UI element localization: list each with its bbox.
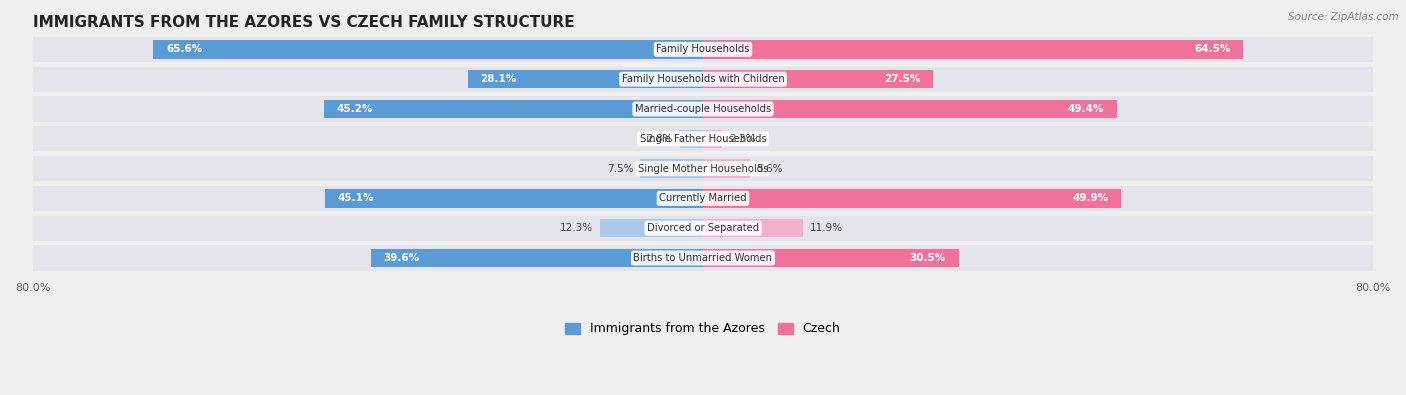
Text: Source: ZipAtlas.com: Source: ZipAtlas.com [1288, 12, 1399, 22]
Bar [703, 249, 959, 267]
Text: 49.9%: 49.9% [1073, 194, 1108, 203]
Text: 64.5%: 64.5% [1195, 44, 1230, 55]
Bar [325, 189, 703, 208]
Bar [703, 219, 803, 237]
Bar [640, 159, 703, 178]
Bar [703, 159, 749, 178]
Text: Single Father Households: Single Father Households [640, 134, 766, 144]
Text: 45.1%: 45.1% [337, 194, 374, 203]
Bar [703, 100, 1116, 118]
Bar [600, 219, 703, 237]
Bar [32, 96, 1374, 122]
Text: 2.3%: 2.3% [728, 134, 755, 144]
Bar [32, 37, 1374, 62]
Text: 5.6%: 5.6% [756, 164, 783, 173]
Bar [32, 66, 1374, 92]
Bar [32, 126, 1374, 151]
Text: 45.2%: 45.2% [337, 104, 373, 114]
Bar [679, 130, 703, 148]
Bar [32, 216, 1374, 241]
Bar [153, 40, 703, 58]
Bar [468, 70, 703, 88]
Text: 12.3%: 12.3% [560, 223, 593, 233]
Text: IMMIGRANTS FROM THE AZORES VS CZECH FAMILY STRUCTURE: IMMIGRANTS FROM THE AZORES VS CZECH FAMI… [32, 15, 574, 30]
Text: Family Households with Children: Family Households with Children [621, 74, 785, 84]
Text: 65.6%: 65.6% [166, 44, 202, 55]
Text: 11.9%: 11.9% [810, 223, 842, 233]
Text: 30.5%: 30.5% [910, 253, 946, 263]
Bar [703, 130, 723, 148]
Text: 27.5%: 27.5% [884, 74, 921, 84]
Text: Single Mother Households: Single Mother Households [638, 164, 768, 173]
Bar [703, 189, 1121, 208]
Text: Family Households: Family Households [657, 44, 749, 55]
Bar [371, 249, 703, 267]
Text: 2.8%: 2.8% [647, 134, 673, 144]
Bar [703, 40, 1243, 58]
Bar [325, 100, 703, 118]
Text: Currently Married: Currently Married [659, 194, 747, 203]
Legend: Immigrants from the Azores, Czech: Immigrants from the Azores, Czech [561, 318, 845, 340]
Bar [32, 186, 1374, 211]
Text: 7.5%: 7.5% [607, 164, 634, 173]
Text: 28.1%: 28.1% [479, 74, 516, 84]
Bar [32, 245, 1374, 271]
Bar [32, 156, 1374, 181]
Text: 39.6%: 39.6% [384, 253, 420, 263]
Bar [703, 70, 934, 88]
Text: 49.4%: 49.4% [1069, 104, 1104, 114]
Text: Married-couple Households: Married-couple Households [636, 104, 770, 114]
Text: Divorced or Separated: Divorced or Separated [647, 223, 759, 233]
Text: Births to Unmarried Women: Births to Unmarried Women [634, 253, 772, 263]
